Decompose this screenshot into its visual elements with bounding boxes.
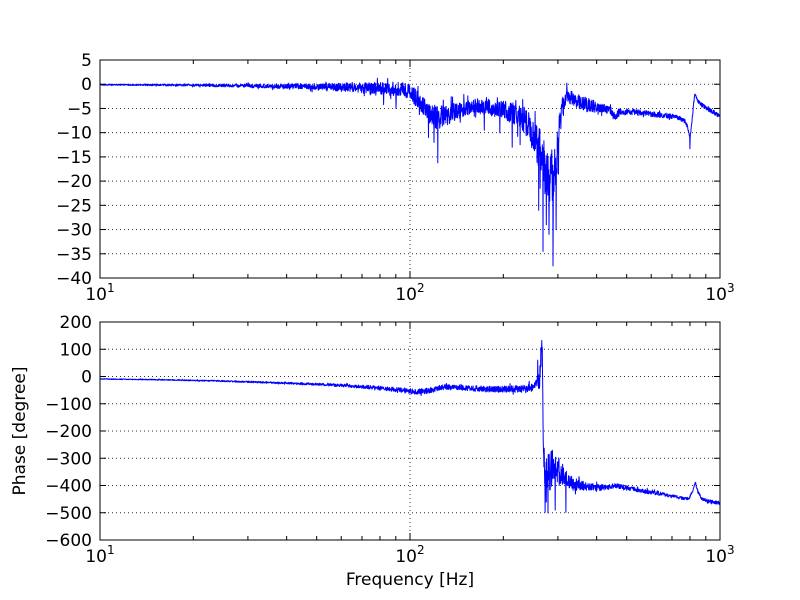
y-tick-label: −20 bbox=[56, 172, 92, 192]
tick-marks bbox=[99, 321, 721, 541]
y-tick-label: −35 bbox=[56, 245, 92, 265]
x-tick-label: 102 bbox=[395, 281, 424, 305]
gridlines bbox=[100, 60, 720, 278]
x-tick-label: 102 bbox=[395, 543, 424, 567]
y-tick-label: −40 bbox=[56, 269, 92, 289]
y-tick-label: 5 bbox=[81, 51, 92, 71]
y-tick-label: −10 bbox=[56, 124, 92, 144]
y-tick-label: −25 bbox=[56, 196, 92, 216]
y-tick-label: −500 bbox=[45, 504, 92, 524]
y-tick-label: −200 bbox=[45, 422, 92, 442]
y-tick-label: 0 bbox=[81, 75, 92, 95]
x-tick-label: 103 bbox=[705, 543, 734, 567]
phase-y-axis-label: Phase [degree] bbox=[10, 366, 30, 495]
magnitude-curve bbox=[99, 77, 721, 267]
y-tick-label: −5 bbox=[67, 99, 92, 119]
y-tick-label: −600 bbox=[45, 531, 92, 551]
y-tick-label: 0 bbox=[81, 368, 92, 388]
x-tick-label: 101 bbox=[85, 281, 114, 305]
phase-curve bbox=[99, 340, 721, 514]
x-axis-label: Frequency [Hz] bbox=[346, 570, 474, 590]
y-tick-label: 200 bbox=[60, 313, 92, 333]
y-tick-label: −300 bbox=[45, 449, 92, 469]
y-tick-label: −15 bbox=[56, 148, 92, 168]
tick-marks bbox=[99, 59, 721, 279]
x-tick-label: 103 bbox=[705, 281, 734, 305]
x-tick-label: 101 bbox=[85, 543, 114, 567]
y-tick-label: 100 bbox=[60, 340, 92, 360]
y-tick-label: −100 bbox=[45, 395, 92, 415]
y-tick-label: −30 bbox=[56, 221, 92, 241]
y-tick-label: −400 bbox=[45, 477, 92, 497]
